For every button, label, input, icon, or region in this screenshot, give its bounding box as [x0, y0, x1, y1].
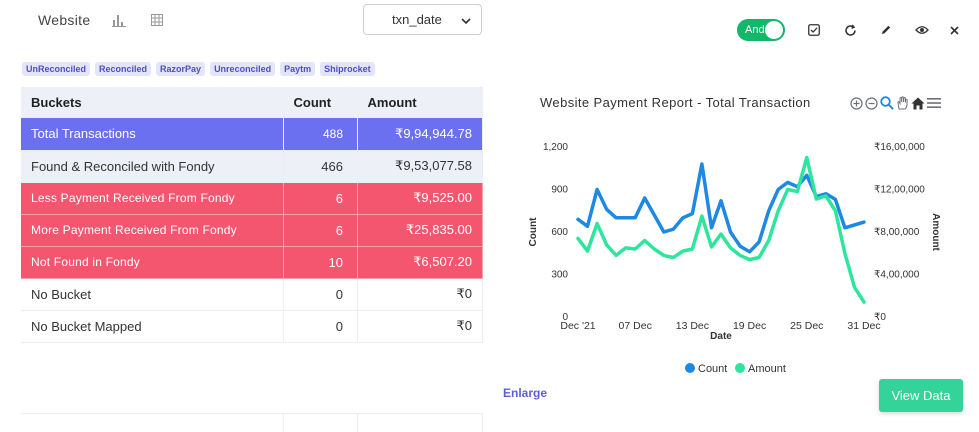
y-tick-label: 900 [551, 185, 568, 196]
bucket-amount: ₹0 [357, 278, 483, 311]
filter-tags: UnReconciled Reconciled RazorPay Unrecon… [22, 62, 380, 76]
pan-hand-icon[interactable] [896, 96, 909, 110]
header-buckets: Buckets [21, 87, 284, 118]
chevron-down-icon [461, 12, 471, 27]
bar-chart-icon[interactable] [110, 11, 128, 29]
bucket-name: Found & Reconciled with Fondy [21, 150, 284, 183]
tag-shiprocket[interactable]: Shiprocket [320, 62, 375, 76]
bucket-count: 0 [283, 310, 358, 343]
bucket-count: 10 [283, 246, 358, 279]
toggle-knob [765, 21, 783, 39]
tag-unreconciled-2[interactable]: Unreconciled [210, 62, 276, 76]
bucket-amount: ₹25,835.00 [357, 214, 483, 247]
series-line-count [576, 162, 866, 254]
bucket-count: 0 [283, 278, 358, 311]
y-axis-title: Count [528, 217, 539, 247]
table-row[interactable]: Less Payment Received From Fondy 6 ₹9,52… [21, 182, 483, 215]
toggle-label: And [745, 24, 765, 36]
bucket-name: More Payment Received From Fondy [21, 214, 284, 247]
x-tick-label: 19 Dec [733, 320, 766, 332]
and-or-toggle[interactable]: And [737, 19, 785, 41]
y2-tick-label: ₹4,00,000 [874, 270, 920, 281]
y-tick-label: 300 [551, 270, 568, 281]
legend-marker-count [685, 363, 695, 373]
y2-tick-label: ₹16,00,000 [874, 142, 925, 153]
view-data-button[interactable]: View Data [879, 379, 963, 412]
chart-title: Website Payment Report - Total Transacti… [540, 95, 811, 110]
x-tick-label: 25 Dec [790, 320, 823, 332]
y-tick-label: 0 [562, 312, 568, 323]
tag-paytm[interactable]: Paytm [280, 62, 316, 76]
bucket-count: 6 [283, 214, 358, 247]
table-row[interactable]: Total Transactions 488 ₹9,94,944.78 [21, 118, 483, 151]
table-row[interactable]: More Payment Received From Fondy 6 ₹25,8… [21, 214, 483, 247]
refresh-icon[interactable] [843, 23, 857, 37]
date-field-select[interactable]: txn_date [363, 4, 482, 35]
bucket-count: 466 [283, 150, 358, 183]
bucket-name: Total Transactions [21, 118, 284, 151]
bucket-name: Less Payment Received From Fondy [21, 182, 284, 215]
tag-razorpay[interactable]: RazorPay [156, 62, 206, 76]
y-tick-label: 1,200 [543, 142, 568, 153]
table-row[interactable]: No Bucket Mapped 0 ₹0 [21, 310, 483, 343]
table-row[interactable]: No Bucket 0 ₹0 [21, 278, 483, 311]
table-row[interactable]: Found & Reconciled with Fondy 466 ₹9,53,… [21, 150, 483, 183]
table-row[interactable]: Not Found in Fondy 10 ₹6,507.20 [21, 246, 483, 279]
menu-icon[interactable] [927, 97, 941, 109]
y-tick-label: 600 [551, 227, 568, 238]
magnifier-icon[interactable] [880, 96, 894, 110]
bucket-count: 488 [283, 118, 358, 151]
y2-tick-label: ₹8,00,000 [874, 227, 920, 238]
line-chart: 0 300 600 900 1,200 ₹0 ₹4,00,000 ₹8,00,000 ₹12,0… [528, 142, 941, 375]
x-tick-label: 07 Dec [619, 320, 652, 332]
bucket-amount: ₹9,53,077.58 [357, 150, 483, 183]
x-tick-label: Dec '21 [560, 320, 595, 332]
checkbox-icon[interactable] [807, 23, 821, 37]
edit-icon[interactable] [879, 23, 893, 37]
report-title: Website [38, 12, 91, 28]
series-line-amount [576, 155, 866, 304]
close-icon[interactable] [947, 23, 961, 37]
enlarge-link[interactable]: Enlarge [503, 386, 548, 400]
y2-axis-title: Amount [930, 213, 941, 251]
y2-tick-label: ₹12,00,000 [874, 185, 925, 196]
toolbar: And [737, 19, 961, 41]
header-count: Count [283, 87, 358, 118]
bucket-amount: ₹9,525.00 [357, 182, 483, 215]
bucket-amount: ₹0 [357, 310, 483, 343]
eye-icon[interactable] [915, 23, 929, 37]
x-tick-label: 31 Dec [847, 320, 880, 332]
buckets-table: Buckets Count Amount Total Transactions … [21, 87, 483, 343]
top-left-bar: Website [22, 8, 166, 32]
x-tick-label: 13 Dec [676, 320, 709, 332]
tag-unreconciled[interactable]: UnReconciled [22, 62, 91, 76]
bucket-amount: ₹9,94,944.78 [357, 118, 483, 151]
bucket-name: Not Found in Fondy [21, 246, 284, 279]
table-header-row: Buckets Count Amount [21, 87, 483, 118]
legend-label-count: Count [698, 363, 727, 375]
date-field-value: txn_date [392, 12, 442, 27]
zoom-in-icon[interactable] [850, 96, 863, 110]
y2-tick-label: ₹0 [874, 312, 886, 323]
home-icon[interactable] [911, 97, 925, 110]
table-icon[interactable] [148, 11, 166, 29]
header-amount: Amount [357, 87, 483, 118]
bucket-name: No Bucket Mapped [21, 310, 284, 343]
legend-label-amount: Amount [748, 363, 786, 375]
tag-reconciled[interactable]: Reconciled [95, 62, 152, 76]
table-empty-row [21, 413, 483, 432]
x-axis-title: Date [710, 331, 732, 342]
zoom-out-icon[interactable] [865, 96, 878, 110]
chart-toolbar [850, 96, 943, 110]
bucket-count: 6 [283, 182, 358, 215]
bucket-amount: ₹6,507.20 [357, 246, 483, 279]
legend-marker-amount [735, 363, 745, 373]
bucket-name: No Bucket [21, 278, 284, 311]
